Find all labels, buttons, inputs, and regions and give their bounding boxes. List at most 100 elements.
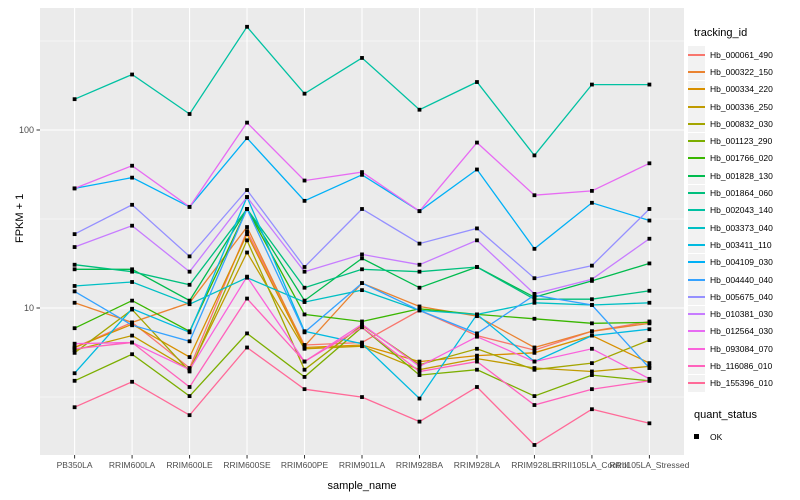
legend-line-icon	[688, 382, 705, 385]
data-point	[590, 333, 594, 338]
data-point	[245, 238, 249, 243]
legend-item-label: Hb_005675_040	[710, 291, 773, 302]
data-point	[647, 161, 652, 166]
legend-item-label: Hb_001123_290	[710, 136, 773, 147]
data-point	[72, 97, 77, 102]
data-point	[475, 385, 479, 389]
data-point	[302, 91, 307, 96]
legend-item-label: Hb_000334_220	[710, 84, 773, 95]
legend-key-swatch	[688, 253, 705, 271]
legend-item-label: Hb_155396_010	[710, 378, 773, 389]
data-point	[532, 292, 537, 296]
data-point	[532, 350, 537, 355]
data-point	[302, 269, 307, 274]
data-point	[360, 56, 364, 60]
legend-key-swatch	[688, 115, 705, 133]
legend-key-swatch	[688, 46, 705, 64]
data-point	[647, 421, 652, 426]
data-point	[245, 296, 249, 301]
legend-line-icon	[688, 140, 705, 143]
data-point	[130, 175, 134, 180]
quant-status-legend: quant_status OK	[688, 409, 800, 446]
legend-key-swatch	[688, 305, 705, 323]
legend-key-swatch	[688, 219, 705, 237]
legend-key-swatch	[688, 340, 705, 358]
data-point	[130, 333, 134, 338]
data-point	[647, 288, 652, 293]
data-point	[187, 204, 192, 209]
legend-item-label: Hb_003373_040	[710, 222, 773, 233]
data-point	[302, 285, 307, 290]
data-point	[475, 167, 479, 172]
data-point	[475, 331, 479, 336]
data-point	[475, 140, 479, 145]
data-point	[302, 198, 307, 203]
data-point	[360, 252, 364, 257]
x-tick-label: RRIM600PE	[281, 460, 329, 470]
legend-line-icon	[688, 70, 705, 73]
data-point	[187, 385, 192, 389]
legend-key-swatch	[688, 374, 705, 392]
data-point	[532, 348, 537, 353]
legend-key-swatch	[688, 167, 705, 185]
data-point	[187, 330, 192, 335]
data-point	[417, 269, 422, 274]
legend-line-icon	[688, 347, 705, 350]
legend-line-icon	[688, 278, 705, 281]
legend-item-label: Hb_002043_140	[710, 205, 773, 216]
data-point	[130, 352, 134, 357]
data-point	[590, 188, 594, 193]
data-point	[360, 281, 364, 286]
data-point	[532, 359, 537, 364]
legend-line-icon	[688, 261, 705, 264]
legend-line-icon	[688, 209, 705, 212]
legend-key-swatch	[688, 357, 705, 375]
filled-square-icon	[688, 428, 705, 446]
legend-item-label: Hb_003411_110	[710, 239, 772, 250]
legend-line-icon	[688, 226, 705, 229]
data-point	[130, 323, 134, 328]
legend-item-label: Hb_012564_030	[710, 326, 773, 337]
legend-item: Hb_116086_010	[688, 357, 800, 375]
data-point	[245, 331, 249, 336]
legend-line-icon	[688, 53, 705, 56]
data-point	[245, 229, 249, 234]
data-point	[245, 188, 249, 192]
data-point	[302, 359, 307, 364]
data-point	[302, 367, 307, 372]
legend-key-swatch	[688, 149, 705, 167]
legend-key-swatch	[688, 322, 705, 340]
data-point	[245, 24, 249, 29]
legend-key-swatch	[688, 63, 705, 81]
data-point	[360, 341, 364, 346]
legend-line-icon	[688, 157, 705, 160]
data-point	[532, 297, 537, 302]
data-point	[532, 153, 537, 158]
data-point	[130, 298, 134, 303]
data-point	[532, 276, 537, 281]
legend-item: Hb_002043_140	[688, 201, 800, 219]
data-point	[302, 178, 307, 183]
data-point	[532, 246, 537, 251]
data-point	[590, 277, 594, 282]
data-point	[360, 170, 364, 175]
legend-key-swatch	[688, 288, 705, 306]
data-point	[417, 241, 422, 246]
data-point	[302, 330, 307, 335]
data-point	[245, 274, 249, 279]
data-point	[590, 329, 594, 334]
x-tick-label: RRIM600SE	[223, 460, 271, 470]
data-point	[130, 280, 134, 284]
data-point	[360, 172, 364, 177]
legend-line-icon	[688, 313, 705, 316]
legend-key-swatch	[688, 271, 705, 288]
legend-line-icon	[688, 243, 705, 246]
data-point	[532, 443, 537, 447]
x-tick-label: RRIM928LA	[454, 460, 501, 470]
data-point	[532, 403, 537, 407]
data-point	[72, 346, 77, 351]
legend-item: Hb_010381_030	[688, 305, 800, 323]
data-point	[475, 265, 479, 269]
data-point	[245, 120, 249, 125]
data-point	[647, 327, 652, 332]
